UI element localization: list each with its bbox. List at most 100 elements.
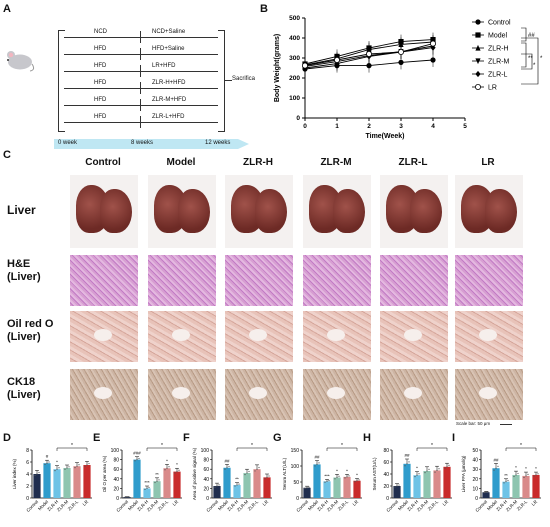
y-axis-label: Serum ALT(U/L) — [282, 457, 287, 490]
row-label-liver: Liver — [7, 203, 36, 217]
y-tick-label: 0 — [206, 496, 209, 502]
comparison-bracket — [505, 447, 537, 451]
row-label-oil-tissue: (Liver) — [7, 331, 41, 343]
y-tick-label: 50 — [472, 448, 478, 454]
schema-treatment-label: NCD+Saline — [152, 29, 186, 35]
category-label: ZLR-L — [516, 499, 529, 512]
y-tick-label: 2 — [26, 484, 29, 490]
legend-label: ZLR-M — [488, 59, 510, 66]
column-header: LR — [481, 157, 495, 168]
significance-mark: ## — [224, 458, 230, 463]
liver-photo — [380, 175, 448, 248]
x-axis-label: Time(Week) — [365, 133, 404, 140]
bar — [443, 466, 451, 498]
significance-mark: ** — [504, 473, 508, 478]
bar — [233, 485, 241, 498]
bar — [173, 471, 181, 498]
row-label-ck18: CK18 (Liver) — [7, 376, 41, 402]
legend-item: ZLR-M — [472, 58, 510, 66]
row-label-oil-stain: Oil red O — [7, 318, 54, 330]
row-label-he-tissue: (Liver) — [7, 271, 41, 283]
data-point — [334, 57, 341, 64]
row-label-ck18-tissue: (Liver) — [7, 389, 41, 401]
y-tick-label: 0 — [296, 496, 299, 502]
ck18-stain-image — [148, 369, 216, 420]
schema-diet-label: HFD — [94, 46, 107, 52]
y-tick-label: 0 — [386, 496, 389, 502]
bar — [163, 468, 171, 498]
data-point — [397, 49, 404, 56]
legend-label: Model — [488, 33, 508, 40]
schema-diet-label: NCD — [94, 29, 107, 35]
bar — [243, 473, 251, 498]
significance-mark: *** — [144, 480, 150, 485]
y-tick-label: 6 — [26, 460, 29, 466]
comparison-bracket — [236, 447, 268, 451]
bar — [323, 481, 331, 498]
legend-label: Control — [488, 20, 511, 27]
row-label-he-stain: H&E — [7, 258, 31, 270]
y-tick-label: 40 — [472, 458, 478, 464]
bar — [263, 477, 271, 498]
x-tick-label: 3 — [399, 123, 403, 130]
bar — [512, 474, 520, 498]
group-bracket-right — [218, 30, 225, 132]
bracket-significance: * — [161, 443, 163, 449]
significance-mark: ** — [155, 472, 159, 477]
liver-photo — [70, 175, 138, 248]
significance-mark: ### — [133, 451, 141, 456]
bar — [153, 481, 161, 498]
y-tick-label: 30 — [472, 467, 478, 473]
significance-mark: * — [56, 460, 58, 465]
y-axis-label: Liver FFA (μmol/g) — [461, 455, 466, 492]
x-tick-label: 0 — [303, 123, 307, 130]
schema-treatment-label: ZLR-M+HFD — [152, 97, 187, 103]
timeline-mid: 8 weeks — [131, 140, 154, 146]
liver-photo — [225, 175, 293, 248]
row-label-he: H&E (Liver) — [7, 258, 41, 284]
ck18-stain-image — [70, 369, 138, 420]
y-tick-label: 100 — [289, 95, 300, 102]
panel-label-c: C — [3, 149, 11, 161]
category-label: ZLR-M — [56, 499, 69, 512]
row-label-oil: Oil red O (Liver) — [7, 318, 53, 344]
legend-item: Model — [472, 32, 508, 40]
oil-red-o-image — [303, 311, 371, 362]
x-tick-label: 1 — [335, 123, 339, 130]
significance-mark: * — [166, 458, 168, 463]
y-tick-label: 60 — [383, 460, 389, 466]
legend-item: Control — [472, 19, 511, 27]
y-axis-label: Body Weight(grams) — [274, 34, 281, 102]
category-label: ZLR-L — [67, 499, 80, 512]
category-label: ZLR-M — [236, 499, 249, 512]
oil-red-o-image — [455, 311, 523, 362]
bar — [53, 469, 61, 498]
y-tick-label: 10 — [472, 486, 478, 492]
y-axis-label: Serum AST(U/L) — [372, 457, 377, 491]
category-label: LR — [262, 499, 270, 507]
comparison-bracket — [56, 447, 88, 451]
oil-red-o-image — [70, 311, 138, 362]
bracket-significance: * — [71, 443, 73, 449]
y-tick-label: 80 — [203, 458, 209, 464]
category-label: ZLR-M — [505, 499, 518, 512]
y-tick-label: 4 — [26, 472, 29, 478]
y-tick-label: 200 — [289, 75, 300, 82]
data-point — [366, 63, 372, 69]
he-stain-image — [148, 255, 216, 306]
column-header: Model — [166, 157, 196, 168]
bar — [303, 487, 311, 498]
y-tick-label: 60 — [113, 467, 119, 473]
y-axis-label: Oil O per area (%) — [102, 455, 107, 492]
bar — [253, 469, 261, 498]
sacrifice-label: Sacrifica — [232, 76, 256, 82]
legend-label: ZLR-H — [488, 46, 509, 53]
legend-item: ZLR-L — [472, 70, 508, 79]
series-lr — [302, 36, 436, 73]
significance-mark: ** — [528, 56, 533, 62]
y-tick-label: 50 — [293, 480, 299, 486]
bar — [343, 476, 351, 498]
bar — [63, 468, 71, 498]
significance-mark: ## — [493, 457, 499, 462]
